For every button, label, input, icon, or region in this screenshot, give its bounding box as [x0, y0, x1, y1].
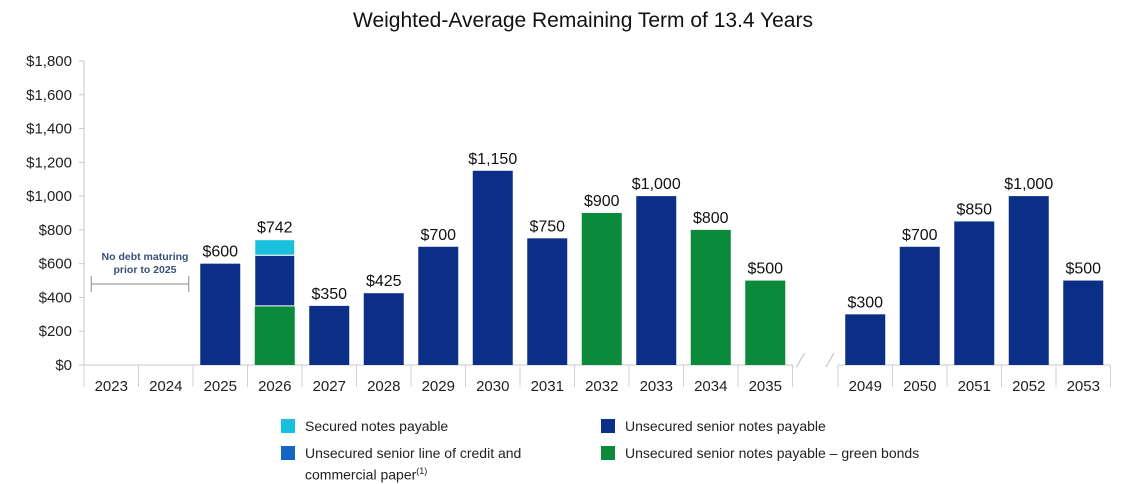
bar-segment — [954, 221, 995, 365]
bar-segment — [1063, 280, 1104, 365]
bar-segment — [581, 213, 622, 365]
data-label: $700 — [420, 227, 456, 244]
data-label: $425 — [366, 273, 402, 290]
bar-segment — [472, 170, 513, 365]
legend-item-secured: Secured notes payable — [281, 417, 611, 435]
x-tick-label: 2050 — [903, 378, 936, 395]
y-tick-label: $1,200 — [26, 154, 72, 171]
bar-segment — [527, 238, 568, 365]
legend-label-credit-line: Unsecured senior line of credit and — [305, 445, 522, 461]
data-label: $750 — [529, 218, 565, 235]
bar-segment — [363, 293, 404, 365]
legend-label-secured: Secured notes payable — [305, 418, 449, 434]
legend-label-unsecured-notes: Unsecured senior notes payable — [625, 418, 826, 434]
y-tick-label: $1,800 — [26, 53, 72, 70]
legend-swatch-green-bonds — [601, 446, 615, 460]
bar-segment — [1008, 196, 1049, 365]
y-tick-label: $400 — [39, 289, 72, 306]
y-tick-label: $0 — [55, 357, 72, 374]
legend-label-green-bonds: Unsecured senior notes payable – green b… — [625, 445, 920, 461]
bar-segment — [309, 305, 350, 365]
bar-segment — [899, 246, 940, 365]
x-tick-label: 2034 — [694, 378, 727, 395]
x-tick-label: 2030 — [476, 378, 509, 395]
y-tick-label: $600 — [39, 256, 72, 273]
bar-segment — [845, 314, 886, 365]
x-tick-label: 2052 — [1012, 378, 1045, 395]
x-tick-label: 2025 — [204, 378, 237, 395]
data-label: $850 — [956, 201, 992, 218]
data-label: $1,150 — [468, 151, 517, 168]
bar-segment — [745, 280, 786, 365]
annotation: No debt maturing prior to 2025 — [90, 251, 190, 292]
bars — [200, 170, 1104, 365]
data-label: $700 — [902, 227, 938, 244]
x-tick-label: 2031 — [531, 378, 564, 395]
legend-label-credit-line-2: commercial paper — [305, 466, 417, 483]
bar-segment — [254, 305, 295, 365]
x-tick-label: 2029 — [422, 378, 455, 395]
data-labels: $600 $742 $350 $425 $700 $1,150 $750 $900 $1,000… — [202, 151, 1101, 312]
data-label: $900 — [584, 193, 620, 210]
data-label: $600 — [202, 244, 238, 261]
bar-segment — [254, 254, 296, 307]
x-tick-label: 2049 — [849, 378, 882, 395]
data-label: $1,000 — [1004, 176, 1053, 193]
legend-swatch-credit-line — [281, 446, 295, 460]
axis-break-mark — [796, 352, 805, 368]
data-label: $500 — [1065, 261, 1101, 278]
chart-title: Weighted-Average Remaining Term of 13.4 … — [353, 9, 813, 32]
annotation-line-2: prior to 2025 — [113, 264, 176, 276]
x-tick-label: 2026 — [258, 378, 291, 395]
y-tick-label: $1,400 — [26, 121, 72, 138]
y-tick-label: $800 — [39, 222, 72, 239]
bar-segment — [690, 229, 731, 365]
axes: $0 $200 $400 $600 $800 $1,000 $1,200 $1,400 $1,6… — [26, 53, 1111, 395]
x-tick-label: 2024 — [149, 378, 182, 395]
data-label: $742 — [257, 220, 293, 237]
data-label: $350 — [311, 286, 347, 303]
x-tick-label: 2051 — [958, 378, 991, 395]
x-tick-label: 2028 — [367, 378, 400, 395]
legend-footnote: (1) — [416, 466, 428, 476]
x-tick-label: 2033 — [640, 378, 673, 395]
data-label: $300 — [847, 294, 883, 311]
axis-break-mark — [825, 352, 835, 368]
bar-segment — [200, 263, 241, 365]
legend-swatch-secured — [281, 419, 295, 433]
bar-segment — [254, 239, 296, 256]
x-tick-label: 2023 — [95, 378, 128, 395]
data-label: $800 — [693, 210, 729, 227]
y-tick-label: $200 — [39, 323, 72, 340]
y-tick-label: $1,600 — [26, 87, 72, 104]
legend-swatch-unsecured-notes — [601, 419, 615, 433]
bar-segment — [418, 246, 459, 365]
data-label: $1,000 — [632, 176, 681, 193]
data-label: $500 — [747, 261, 783, 278]
x-tick-label: 2035 — [749, 378, 782, 395]
legend-item-credit-line: Unsecured senior line of credit and comm… — [281, 444, 611, 484]
legend-item-unsecured-notes: Unsecured senior notes payable — [601, 417, 931, 435]
x-tick-label: 2032 — [585, 378, 618, 395]
legend-item-green-bonds: Unsecured senior notes payable – green b… — [601, 444, 981, 462]
x-tick-label: 2053 — [1067, 378, 1100, 395]
x-tick-label: 2027 — [313, 378, 346, 395]
annotation-line-1: No debt maturing — [102, 251, 189, 263]
y-tick-label: $1,000 — [26, 188, 72, 205]
bar-segment — [636, 196, 677, 365]
